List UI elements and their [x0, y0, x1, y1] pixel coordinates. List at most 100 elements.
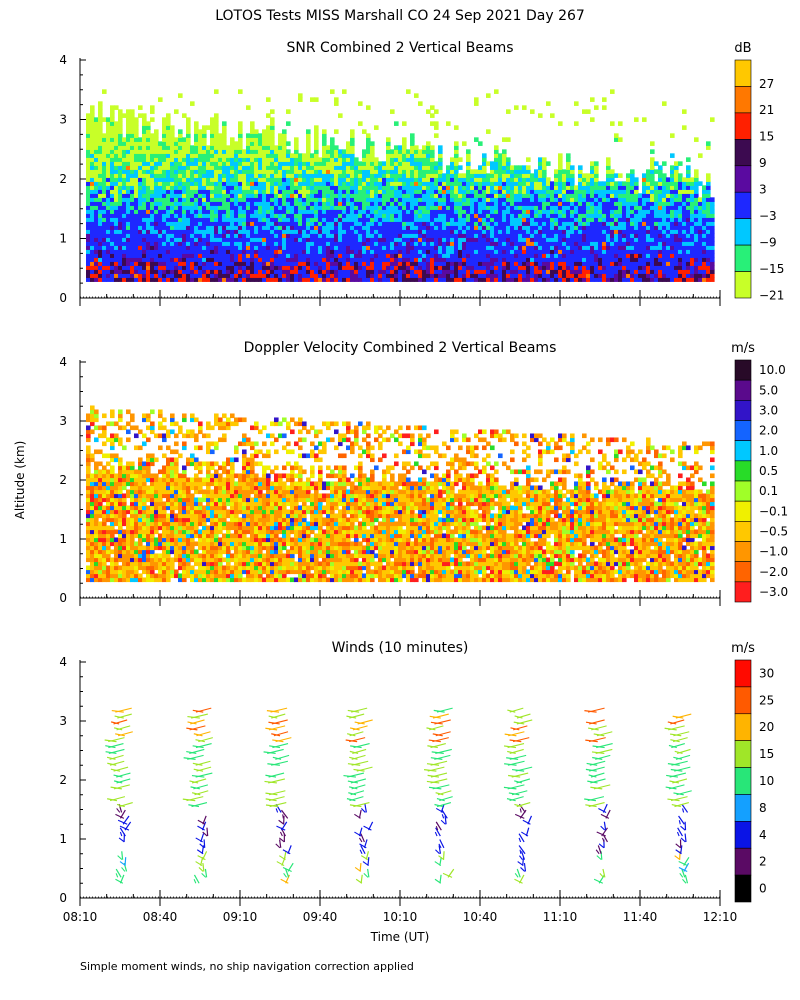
snr-cell — [350, 257, 355, 262]
snr-cell — [410, 177, 415, 182]
snr-cell — [354, 221, 359, 226]
snr-cell — [170, 125, 175, 130]
snr-cell — [94, 229, 99, 234]
snr-cell — [202, 177, 207, 182]
snr-cell — [366, 197, 371, 202]
snr-cell — [330, 217, 335, 222]
snr-cell — [374, 221, 379, 226]
snr-cell — [226, 201, 231, 206]
snr-cell — [174, 177, 179, 182]
snr-cell — [166, 121, 171, 126]
snr-cell — [258, 277, 263, 282]
snr-cell — [222, 249, 227, 254]
snr-cell — [278, 177, 283, 182]
snr-cell — [422, 153, 427, 158]
snr-cell — [514, 173, 519, 178]
snr-cell — [370, 193, 375, 198]
snr-cell — [554, 249, 559, 254]
snr-cell — [202, 261, 207, 266]
snr-cell — [286, 197, 291, 202]
snr-cell — [122, 169, 127, 174]
snr-cell — [466, 265, 471, 270]
snr-cell — [218, 189, 223, 194]
snr-cell — [226, 225, 231, 230]
snr-cell — [246, 277, 251, 282]
snr-cell — [178, 257, 183, 262]
snr-cell — [162, 217, 167, 222]
snr-cell — [522, 165, 527, 170]
snr-cell — [222, 185, 227, 190]
snr-cell — [362, 253, 367, 258]
snr-cell — [250, 221, 255, 226]
snr-cell — [642, 201, 647, 206]
snr-cell — [246, 221, 251, 226]
snr-cell — [258, 161, 263, 166]
snr-cell — [254, 205, 259, 210]
snr-cell — [186, 225, 191, 230]
snr-cell — [334, 229, 339, 234]
snr-cell — [342, 237, 347, 242]
snr-cell — [586, 233, 591, 238]
snr-cell — [258, 205, 263, 210]
snr-cell — [150, 217, 155, 222]
snr-cell — [214, 253, 219, 258]
snr-cell — [662, 173, 667, 178]
snr-cell — [430, 233, 435, 238]
snr-cell — [666, 181, 671, 186]
snr-cell — [286, 153, 291, 158]
snr-cell — [338, 269, 343, 274]
snr-cell — [138, 189, 143, 194]
snr-cell — [414, 229, 419, 234]
snr-cell — [490, 209, 495, 214]
snr-cell — [274, 257, 279, 262]
snr-cell — [206, 257, 211, 262]
snr-cell — [370, 181, 375, 186]
snr-cell — [646, 233, 651, 238]
snr-cell — [262, 249, 267, 254]
snr-cell — [134, 265, 139, 270]
snr-cell — [210, 117, 215, 122]
snr-cell — [474, 189, 479, 194]
snr-cell — [102, 181, 107, 186]
snr-cell — [454, 201, 459, 206]
snr-cell — [522, 209, 527, 214]
snr-cell — [98, 121, 103, 126]
snr-cell — [110, 221, 115, 226]
snr-cell — [566, 209, 571, 214]
snr-cell — [302, 169, 307, 174]
snr-cell — [218, 149, 223, 154]
snr-cell — [194, 141, 199, 146]
snr-cell — [642, 205, 647, 210]
snr-cell — [138, 153, 143, 158]
snr-cell — [102, 201, 107, 206]
snr-cell — [474, 241, 479, 246]
snr-cell — [406, 233, 411, 238]
snr-cell — [602, 205, 607, 210]
snr-cell — [306, 241, 311, 246]
snr-cell — [194, 253, 199, 258]
snr-cell — [126, 145, 131, 150]
snr-cell — [174, 265, 179, 270]
snr-cell — [426, 277, 431, 282]
snr-cell — [102, 189, 107, 194]
snr-cell — [578, 229, 583, 234]
snr-cell — [274, 169, 279, 174]
snr-cell — [566, 237, 571, 242]
snr-cell — [470, 245, 475, 250]
snr-cell — [210, 181, 215, 186]
snr-cell — [222, 153, 227, 158]
snr-cell — [470, 229, 475, 234]
snr-cell — [650, 273, 655, 278]
snr-cell — [198, 173, 203, 178]
snr-cell — [562, 197, 567, 202]
snr-cell — [510, 213, 515, 218]
snr-cell — [182, 173, 187, 178]
snr-cell — [518, 233, 523, 238]
snr-cell — [126, 129, 131, 134]
snr-cell — [418, 193, 423, 198]
snr-cell — [162, 265, 167, 270]
snr-cell — [298, 173, 303, 178]
snr-cell — [374, 209, 379, 214]
snr-cell — [382, 237, 387, 242]
snr-cell — [178, 237, 183, 242]
